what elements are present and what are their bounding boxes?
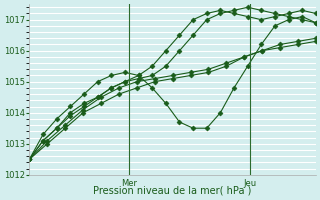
X-axis label: Pression niveau de la mer( hPa ): Pression niveau de la mer( hPa )	[93, 186, 252, 196]
Text: Jeu: Jeu	[244, 179, 257, 188]
Text: Mer: Mer	[121, 179, 137, 188]
